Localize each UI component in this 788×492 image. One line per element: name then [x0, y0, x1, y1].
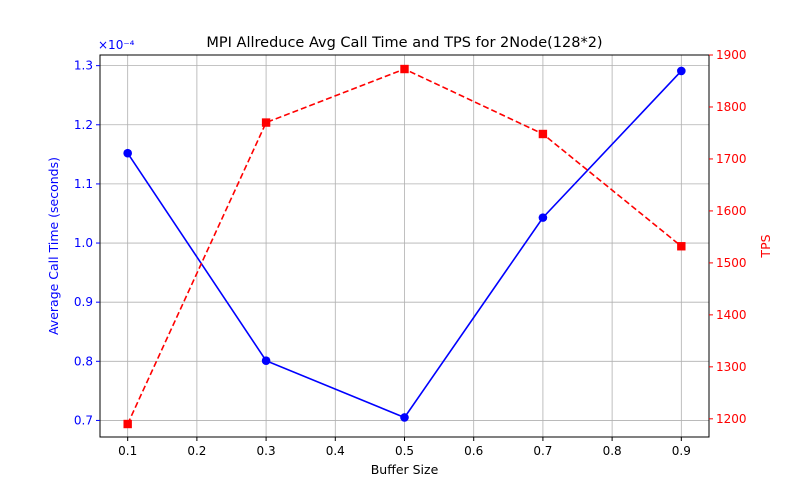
right-tick-label: 1300 [716, 360, 747, 374]
data-point-right [538, 129, 548, 139]
data-point-right [677, 242, 686, 251]
data-point-left [538, 213, 548, 222]
ticks-layer: 0.1 0.2 0.3 0.4 0.5 0.6 0.7 0.8 0.9 0.7 0.8 0.9 1.0 1… [74, 48, 747, 458]
data-point-right [261, 118, 271, 127]
left-tick-label: 1.1 [74, 177, 93, 191]
x-tick-label: 0.5 [395, 444, 414, 458]
right-tick-label: 1700 [716, 152, 747, 166]
right-tick-label: 1800 [716, 100, 747, 114]
x-axis-label: Buffer Size [371, 462, 439, 477]
data-point-left [123, 148, 132, 158]
left-axis-offset-text: ×10⁻⁴ [98, 38, 135, 52]
x-tick-label: 0.6 [464, 444, 483, 458]
right-tick-label: 1600 [716, 204, 747, 218]
right-tick-label: 1400 [716, 308, 747, 322]
x-tick-label: 0.8 [603, 444, 622, 458]
left-tick-label: 0.7 [74, 413, 93, 427]
grid [100, 55, 709, 437]
right-tick-label: 1900 [716, 48, 747, 62]
series-layer [123, 64, 686, 429]
left-tick-label: 1.2 [74, 118, 93, 132]
x-tick-label: 0.4 [326, 444, 345, 458]
data-point-left [400, 413, 409, 422]
left-tick-label: 0.8 [74, 354, 93, 368]
data-point-left [677, 66, 686, 76]
left-tick-label: 0.9 [74, 295, 93, 309]
data-point-right [400, 64, 409, 74]
x-tick-label: 0.2 [187, 444, 206, 458]
x-tick-label: 0.9 [672, 444, 691, 458]
x-tick-label: 0.1 [118, 444, 137, 458]
x-tick-label: 0.7 [533, 444, 552, 458]
data-point-left [261, 356, 271, 366]
data-point-right [123, 419, 132, 429]
chart-title: MPI Allreduce Avg Call Time and TPS for … [206, 35, 602, 51]
x-tick-label: 0.3 [257, 444, 276, 458]
right-tick-label: 1500 [716, 256, 747, 270]
left-tick-label: 1.0 [74, 236, 93, 250]
left-tick-label: 1.3 [74, 59, 93, 73]
right-y-axis-label: TPS [758, 234, 773, 258]
right-tick-label: 1200 [716, 412, 747, 426]
left-y-axis-label: Average Call Time (seconds) [46, 157, 61, 335]
